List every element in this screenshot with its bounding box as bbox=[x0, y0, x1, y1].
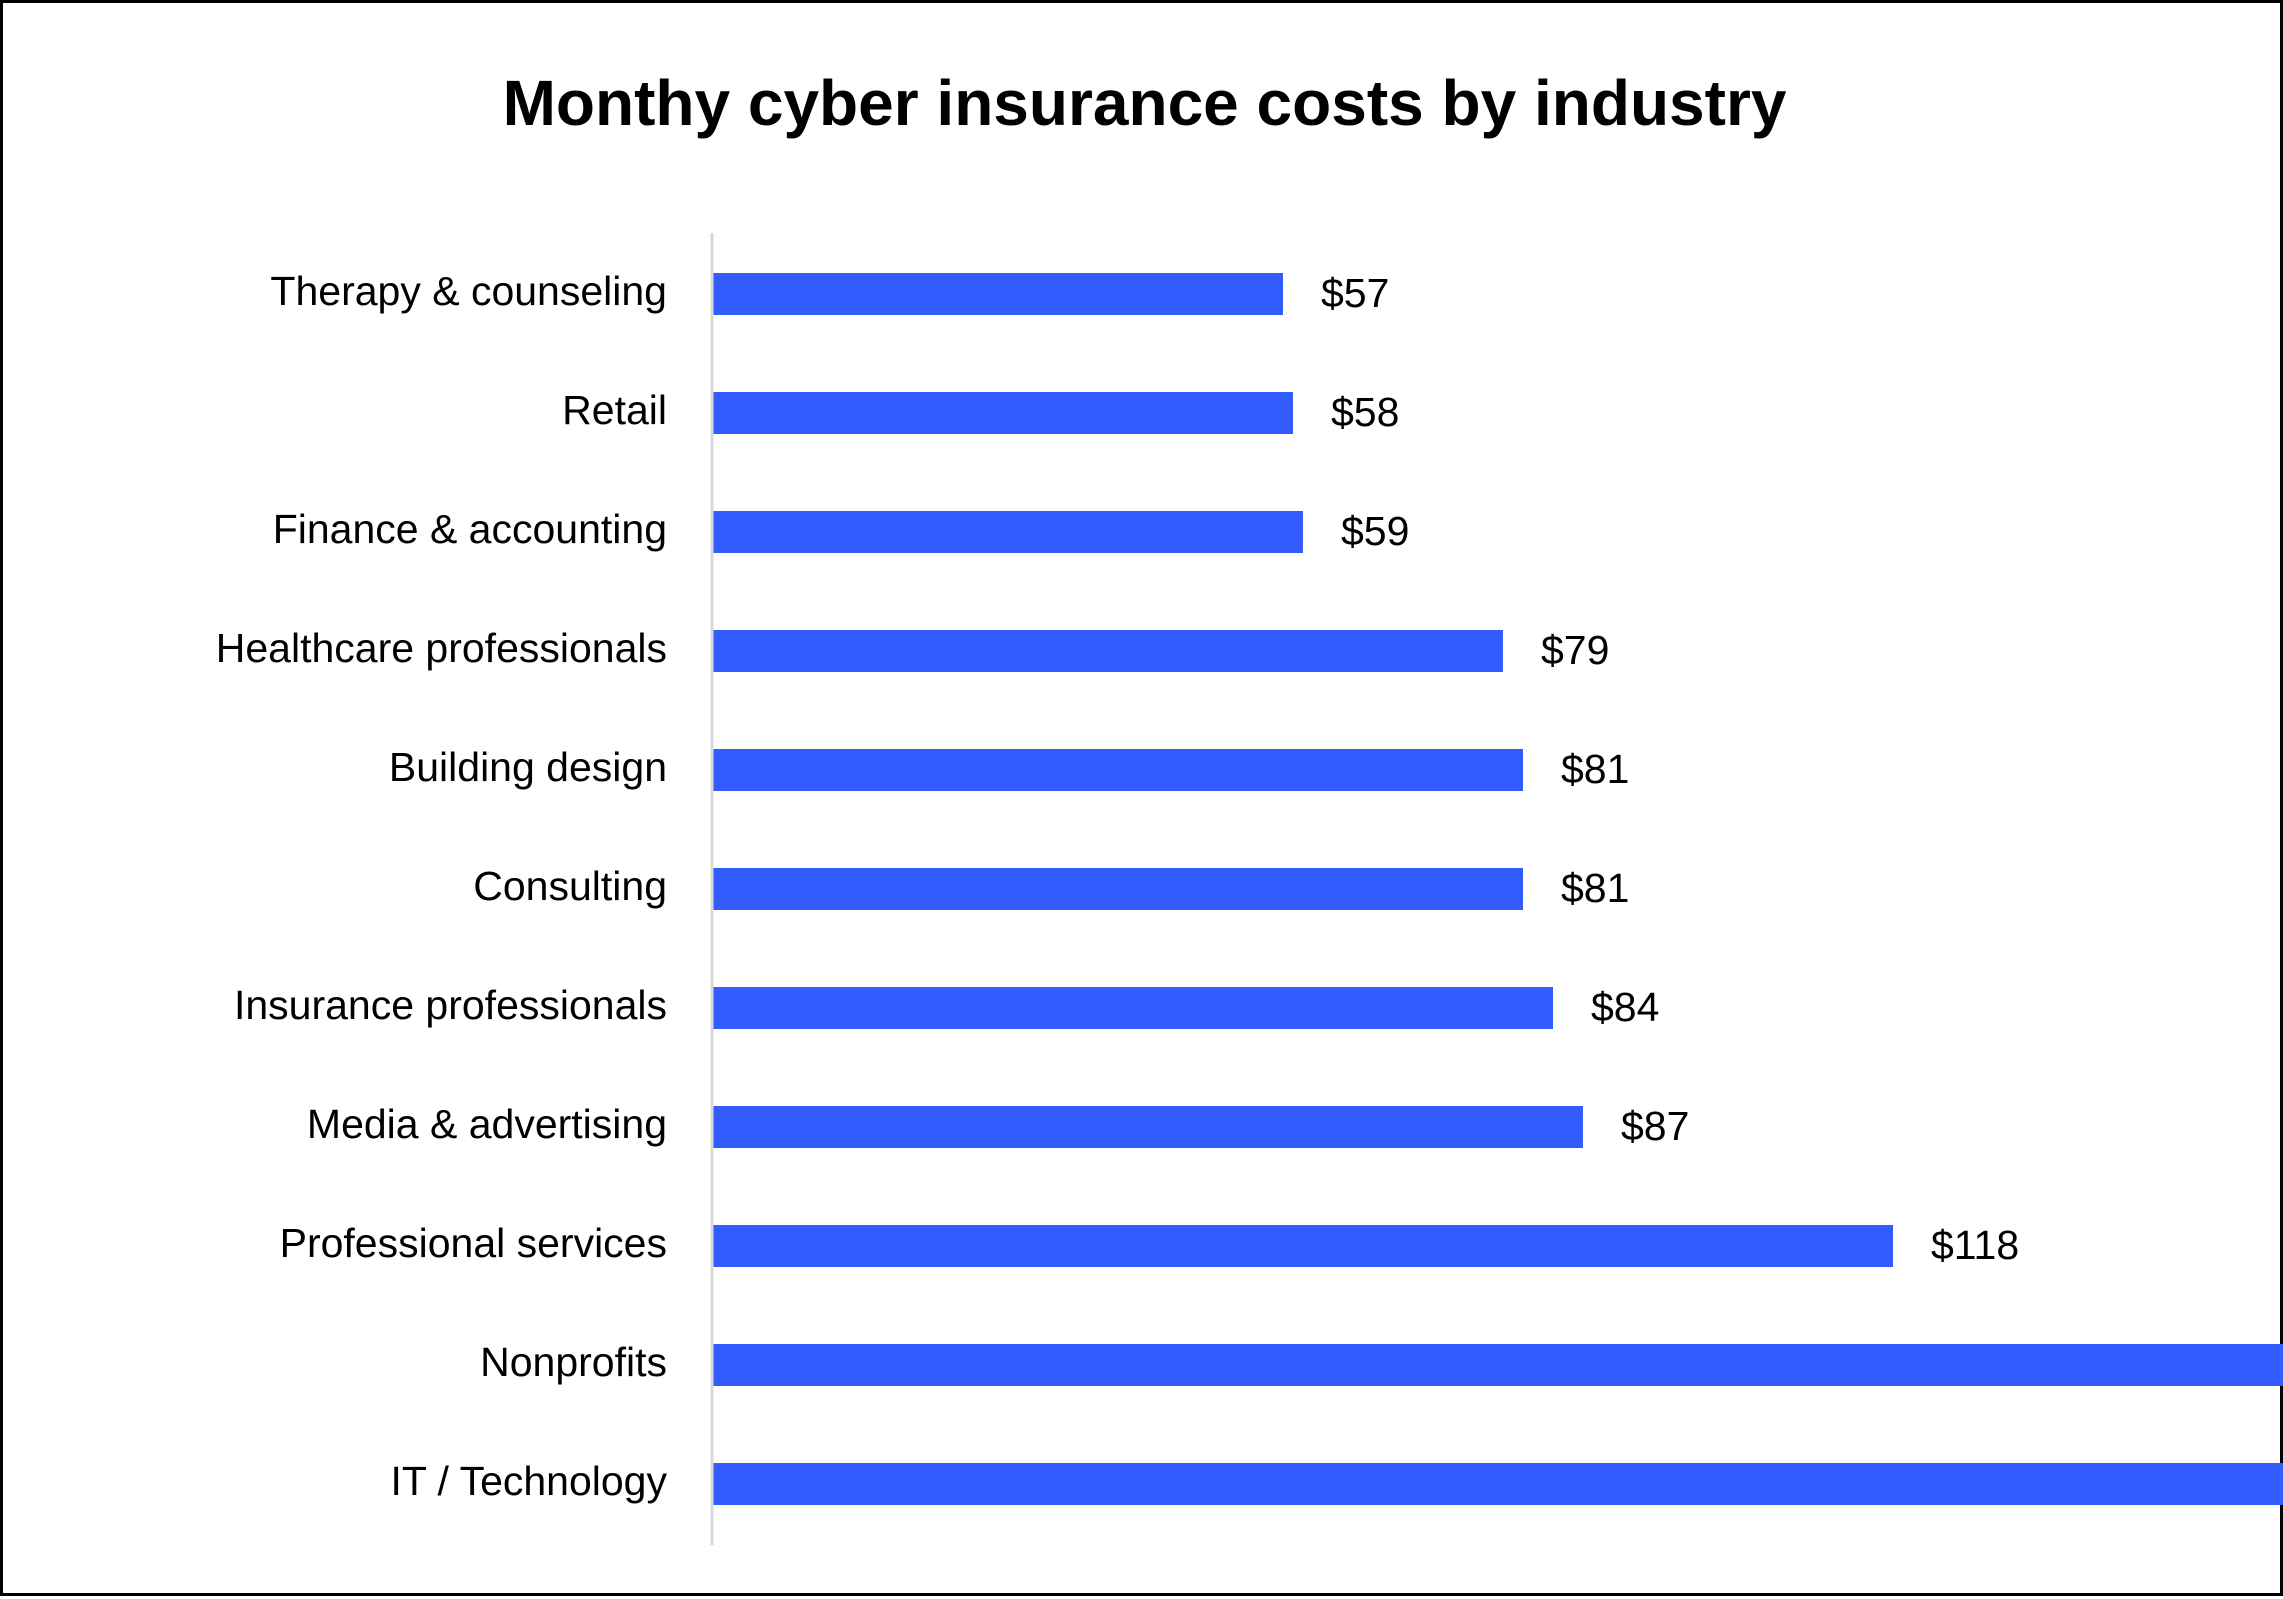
category-label: Healthcare professionals bbox=[216, 625, 667, 671]
data-label: $84 bbox=[1591, 984, 1659, 1030]
category-label: Media & advertising bbox=[307, 1101, 667, 1147]
data-label: $118 bbox=[1931, 1222, 2019, 1268]
category-label: Insurance professionals bbox=[234, 982, 667, 1028]
category-label: Consulting bbox=[473, 863, 667, 909]
data-label: $79 bbox=[1541, 627, 1609, 673]
bar-7 bbox=[713, 1106, 1583, 1148]
data-label: $57 bbox=[1321, 270, 1389, 316]
category-label: Nonprofits bbox=[480, 1339, 667, 1385]
bar-4 bbox=[713, 749, 1523, 791]
bars-layer bbox=[713, 273, 2283, 1505]
category-label: Therapy & counseling bbox=[270, 268, 667, 314]
bar-3 bbox=[713, 630, 1503, 672]
category-label: Retail bbox=[562, 387, 667, 433]
bar-chart: Therapy & counseling $57 Retail $58 Finance … bbox=[216, 233, 2283, 1545]
chart-title: Monthy cyber insurance costs by industry bbox=[502, 67, 1787, 139]
category-label: Professional services bbox=[280, 1220, 667, 1266]
data-label: $59 bbox=[1341, 508, 1409, 554]
data-label: $81 bbox=[1561, 865, 1629, 911]
category-label: Finance & accounting bbox=[273, 506, 667, 552]
bar-6 bbox=[713, 987, 1553, 1029]
data-label: $81 bbox=[1561, 746, 1629, 792]
bar-5 bbox=[713, 868, 1523, 910]
category-label: IT / Technology bbox=[390, 1458, 667, 1504]
category-label: Building design bbox=[389, 744, 667, 790]
bar-8 bbox=[713, 1225, 1893, 1267]
labels-layer: Therapy & counseling $57 Retail $58 Finance … bbox=[216, 268, 2019, 1504]
bar-0 bbox=[713, 273, 1283, 315]
data-label: $58 bbox=[1331, 389, 1399, 435]
bar-2 bbox=[713, 511, 1303, 553]
bar-9 bbox=[713, 1344, 2283, 1386]
data-label: $87 bbox=[1621, 1103, 1689, 1149]
bar-10 bbox=[713, 1463, 2283, 1505]
bar-1 bbox=[713, 392, 1293, 434]
